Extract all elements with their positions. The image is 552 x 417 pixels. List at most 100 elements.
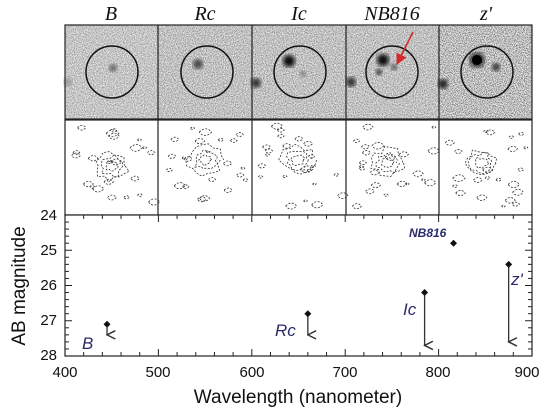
contour-speck (181, 156, 187, 160)
contour-line (185, 143, 224, 177)
contour-speck (264, 153, 270, 157)
contour-line (370, 146, 406, 177)
contour-speck (511, 201, 520, 207)
contour-speck (235, 132, 244, 138)
contour-speck (257, 175, 264, 179)
image-panels (64, 24, 533, 120)
x-tick-label: 700 (332, 364, 357, 381)
contour-speck (495, 177, 502, 182)
contour-speck (277, 127, 285, 133)
contour-speck (182, 184, 190, 189)
contour-speck (271, 122, 284, 130)
contour-speck (110, 158, 123, 166)
x-tick-label: 400 (52, 364, 77, 381)
contour-line (278, 143, 317, 175)
contour-speck (72, 150, 81, 155)
contour-speck (358, 160, 367, 166)
red-pointer-arrow (396, 31, 414, 66)
y-tick-label: 28 (40, 347, 57, 364)
filter-label-rc: Rc (275, 321, 296, 340)
contour-speck (123, 195, 131, 200)
contour-speck (173, 182, 186, 190)
contour-speck (454, 149, 463, 154)
contour-speck (504, 197, 516, 204)
contour-line (290, 154, 306, 166)
contour-speck (353, 138, 361, 144)
contour-speck (508, 135, 515, 139)
band-label-z: z' (479, 3, 493, 25)
contour-speck (484, 176, 491, 180)
contour-speck (303, 140, 314, 147)
contour-speck (137, 193, 143, 197)
contour-speck (404, 182, 410, 186)
contour-speck (92, 185, 105, 193)
data-point-z (505, 260, 513, 268)
contour-line (286, 151, 309, 171)
contour-speck (257, 163, 267, 169)
contour-speck (167, 153, 177, 159)
data-point-b (103, 320, 111, 328)
contour-speck (370, 182, 382, 189)
contour-speck (300, 165, 314, 174)
data-marks (103, 239, 513, 346)
contour-line (95, 151, 130, 183)
contour-speck (199, 195, 211, 202)
contour-speck (107, 194, 117, 201)
contour-speck (198, 128, 213, 137)
contour-speck (71, 152, 82, 159)
contour-speck (483, 129, 489, 134)
contour-speck (523, 146, 529, 150)
x-tick-label: 900 (514, 364, 539, 381)
contour-speck (455, 189, 466, 197)
y-tick-label: 26 (40, 277, 57, 294)
contour-speck (427, 147, 440, 155)
y-tick-labels: 24 25 26 27 28 (40, 207, 57, 364)
contour-speck (383, 193, 389, 197)
contour-speck (240, 166, 246, 170)
x-tick-label: 600 (239, 364, 264, 381)
contour-speck (482, 166, 493, 173)
contour-speck (517, 167, 525, 172)
contour-line (381, 156, 395, 169)
contour-speck (87, 155, 99, 162)
contour-speck (137, 138, 142, 142)
contour-speck (110, 128, 118, 133)
contour-speck (351, 203, 363, 210)
image-panel-z (438, 25, 532, 119)
photometry-plot: 24 25 26 27 28 400 500 600 700 800 900 W… (9, 207, 540, 408)
contour-speck (444, 139, 455, 146)
contour-speck (308, 154, 316, 159)
filter-label-ic: Ic (403, 300, 417, 319)
filter-label-z: z' (510, 270, 524, 289)
contour-speck (412, 170, 424, 178)
contour-speck (431, 125, 437, 129)
contour-speck (485, 129, 496, 136)
contour-speck (190, 126, 196, 130)
contour-speck (282, 174, 288, 179)
contour-speck (333, 173, 340, 177)
contour-speck (217, 137, 225, 142)
contour-speck (518, 131, 525, 136)
image-panel-rc (158, 25, 252, 119)
x-tick-label: 500 (145, 364, 170, 381)
contour-speck (311, 201, 324, 209)
contour-line (101, 154, 124, 178)
contour-line (197, 154, 213, 167)
contour-speck (512, 188, 524, 196)
y-tick-label: 27 (40, 312, 57, 329)
contour-speck (384, 154, 397, 161)
contour-speck (277, 133, 285, 139)
x-tick-label: 800 (425, 364, 450, 381)
contour-speck (194, 138, 206, 145)
filter-label-nb816: NB816 (409, 226, 447, 240)
data-point-rc (304, 310, 312, 318)
plot-frame (64, 214, 533, 357)
aperture-circle (460, 45, 514, 99)
contour-speck (108, 132, 120, 140)
contour-speck (452, 184, 459, 188)
contour-speck (507, 145, 519, 152)
contour-speck (208, 177, 217, 182)
band-label-rc: Rc (193, 3, 215, 25)
y-tick-label: 24 (40, 207, 57, 224)
